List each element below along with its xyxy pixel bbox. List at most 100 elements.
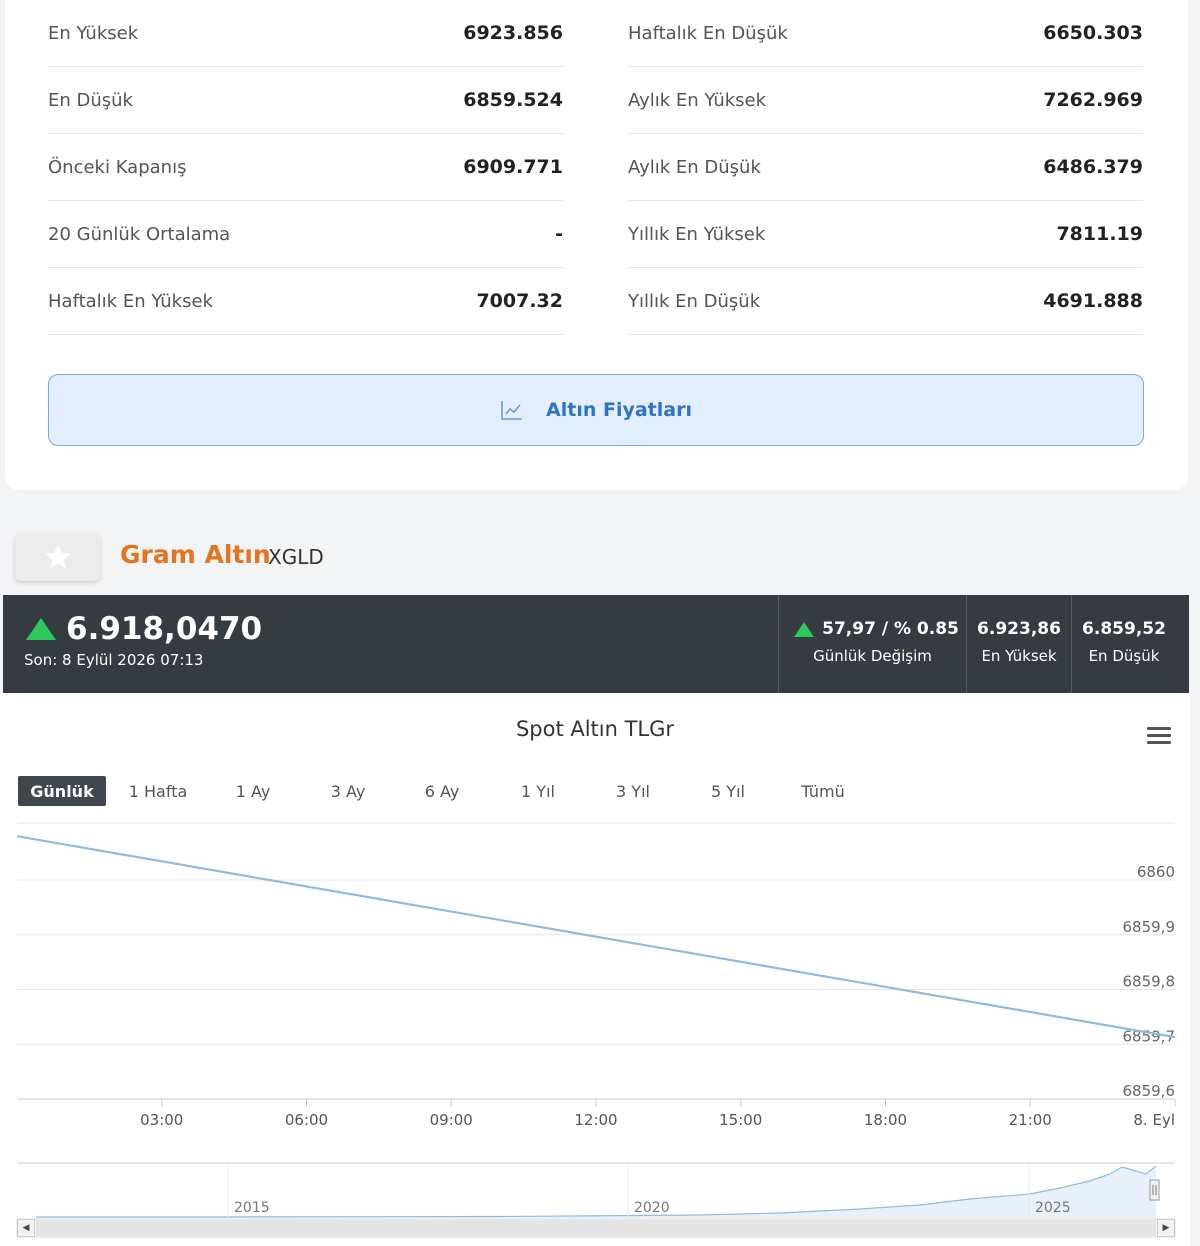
x-tick-label: 8. Eyl <box>1133 1111 1175 1129</box>
stat-label: Yıllık En Yüksek <box>628 223 766 245</box>
range-button-1-week[interactable]: 1 Hafta <box>128 781 188 801</box>
grid-layer <box>17 879 1175 1100</box>
stat-value: 4691.888 <box>1043 290 1143 312</box>
stat-value: 7007.32 <box>476 290 563 312</box>
daily-change-value: 57,97 / % 0.85 <box>822 619 959 639</box>
chart-title: Spot Altın TLGr <box>515 717 675 741</box>
x-tick-label: 18:00 <box>864 1111 907 1129</box>
stat-value: - <box>555 223 563 245</box>
chevron-left-icon: ◀ <box>22 1223 30 1233</box>
range-button-3-year[interactable]: 3 Yıl <box>616 781 650 801</box>
navigator-line <box>36 1165 1157 1218</box>
day-high-label: En Yüksek <box>981 647 1057 665</box>
stat-label: Aylık En Yüksek <box>628 89 767 111</box>
navigator[interactable]: 2015 2020 2025 <box>17 1162 1175 1218</box>
gold-prices-button[interactable]: Altın Fiyatları <box>48 374 1144 446</box>
up-arrow-icon <box>26 618 56 640</box>
stat-row: Aylık En Düşük 6486.379 <box>628 134 1143 201</box>
range-button-1-year[interactable]: 1 Yıl <box>521 781 555 801</box>
range-button-5-year[interactable]: 5 Yıl <box>711 781 745 801</box>
stat-value: 6923.856 <box>463 22 563 44</box>
day-high-value: 6.923,86 <box>977 619 1061 639</box>
stat-row: Haftalık En Yüksek 7007.32 <box>48 268 563 335</box>
scroll-left-button[interactable]: ◀ <box>17 1219 35 1237</box>
stat-label: En Düşük <box>48 89 133 111</box>
series-layer <box>16 835 1176 1039</box>
scroll-right-button[interactable]: ▶ <box>1157 1219 1175 1237</box>
favorite-button[interactable] <box>15 533 100 581</box>
stat-label: Haftalık En Yüksek <box>48 290 213 312</box>
y-tick-label: 6859,9 <box>1123 918 1176 936</box>
stat-label: En Yüksek <box>48 22 139 44</box>
day-high-cell: 6.923,86 En Yüksek <box>967 595 1071 693</box>
stat-row: Önceki Kapanış 6909.771 <box>48 134 563 201</box>
y-tick-label: 6859,6 <box>1123 1082 1176 1100</box>
stat-row: Aylık En Yüksek 7262.969 <box>628 67 1143 134</box>
stat-label: Önceki Kapanış <box>48 156 187 178</box>
stat-label: Aylık En Düşük <box>628 156 761 178</box>
x-tick-label: 06:00 <box>285 1111 328 1129</box>
day-low-value: 6.859,52 <box>1082 619 1166 639</box>
range-button-6-month[interactable]: 6 Ay <box>424 781 460 801</box>
y-axis: 6860 6859,9 6859,8 6859,7 6859,6 <box>1123 863 1176 1100</box>
asset-code: XGLD <box>268 545 324 569</box>
navigator-label: 2015 <box>234 1200 270 1216</box>
stat-row: En Düşük 6859.524 <box>48 67 563 134</box>
stat-row: En Yüksek 6923.856 <box>48 0 563 67</box>
navigator-scrollbar-thumb[interactable] <box>36 1220 1156 1236</box>
gold-prices-button-label: Altın Fiyatları <box>546 399 692 421</box>
divider <box>966 595 967 693</box>
menu-icon <box>1147 727 1171 730</box>
chart-area: Spot Altın TLGr Günlük 1 Hafta 1 Ay 3 Ay… <box>0 693 1190 1246</box>
stats-column-right: Haftalık En Düşük 6650.303 Aylık En Yüks… <box>628 0 1143 335</box>
chart-menu-button[interactable] <box>1147 727 1171 745</box>
day-low-cell: 6.859,52 En Düşük <box>1072 595 1176 693</box>
menu-icon-bar <box>1147 741 1171 744</box>
stats-column-left: En Yüksek 6923.856 En Düşük 6859.524 Önc… <box>48 0 563 335</box>
day-low-label: En Düşük <box>1088 647 1160 665</box>
range-button-daily[interactable]: Günlük <box>18 776 106 806</box>
stat-row: Haftalık En Düşük 6650.303 <box>628 0 1143 67</box>
navigator-handle[interactable] <box>1149 1179 1160 1201</box>
line-chart-icon <box>501 401 523 420</box>
stat-row: Yıllık En Yüksek 7811.19 <box>628 201 1143 268</box>
x-tick-label: 09:00 <box>430 1111 473 1129</box>
navigator-area <box>36 1166 1156 1218</box>
stat-value: 6909.771 <box>463 156 563 178</box>
stat-value: 7811.19 <box>1056 223 1143 245</box>
y-tick-label: 6859,7 <box>1123 1027 1176 1045</box>
y-tick-label: 6860 <box>1137 863 1175 881</box>
navigator-label: 2020 <box>634 1200 670 1216</box>
stat-label: 20 Günlük Ortalama <box>48 223 231 245</box>
stat-label: Haftalık En Düşük <box>628 22 788 44</box>
stat-value: 7262.969 <box>1043 89 1143 111</box>
current-price: 6.918,0470 <box>66 611 263 647</box>
star-icon <box>45 544 70 569</box>
y-tick-label: 6859,8 <box>1123 973 1176 991</box>
x-tick-label: 03:00 <box>140 1111 183 1129</box>
daily-change-label: Günlük Değişim <box>813 647 932 665</box>
range-button-3-month[interactable]: 3 Ay <box>330 781 366 801</box>
up-arrow-icon <box>794 622 814 637</box>
range-button-1-month[interactable]: 1 Ay <box>235 781 271 801</box>
chevron-right-icon: ▶ <box>1162 1223 1170 1233</box>
x-tick-label: 12:00 <box>574 1111 617 1129</box>
stat-value: 6650.303 <box>1043 22 1143 44</box>
stat-value: 6859.524 <box>463 89 563 111</box>
asset-name: Gram Altın <box>120 540 271 569</box>
divider <box>778 595 779 693</box>
price-line <box>16 835 1176 1039</box>
divider <box>1071 595 1072 693</box>
stat-row: 20 Günlük Ortalama - <box>48 201 563 268</box>
price-bar: 6.918,0470 Son: 8 Eylül 2026 07:13 57,97… <box>3 595 1189 693</box>
range-button-all[interactable]: Tümü <box>801 781 845 801</box>
navigator-label: 2025 <box>1035 1200 1071 1216</box>
stats-card: En Yüksek 6923.856 En Düşük 6859.524 Önc… <box>5 0 1188 490</box>
daily-change-cell: 57,97 / % 0.85 Günlük Değişim <box>779 595 966 693</box>
stat-row: Yıllık En Düşük 4691.888 <box>628 268 1143 335</box>
last-update: Son: 8 Eylül 2026 07:13 <box>24 651 204 669</box>
stat-label: Yıllık En Düşük <box>628 290 761 312</box>
stat-value: 6486.379 <box>1043 156 1143 178</box>
x-axis: 03:00 06:00 09:00 12:00 15:00 18:00 21:00 8. Ey… <box>140 1099 1176 1129</box>
